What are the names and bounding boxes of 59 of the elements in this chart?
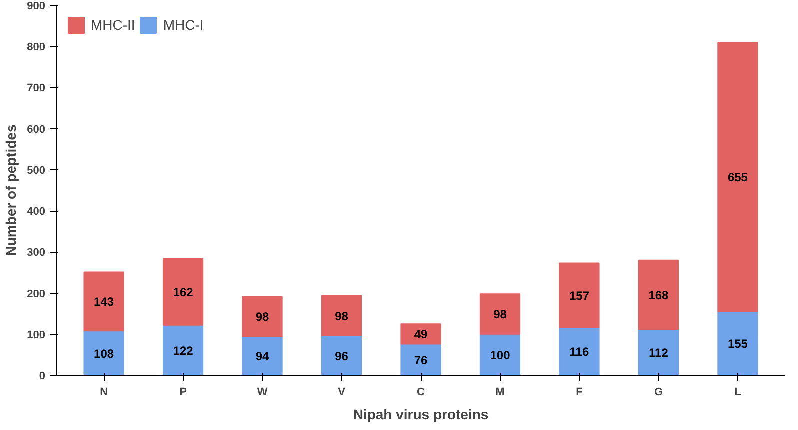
bar — [400, 344, 442, 376]
data-label: 108 — [94, 346, 114, 361]
bar — [242, 296, 283, 338]
y-tick-label: 100 — [27, 329, 46, 342]
data-label: 49 — [414, 328, 428, 342]
data-label: 98 — [335, 309, 349, 324]
y-tick-label: 500 — [27, 164, 46, 177]
y-tick-label: 700 — [27, 82, 46, 95]
data-label: 112 — [649, 346, 669, 360]
x-tick-label: V — [338, 386, 346, 398]
data-label: 655 — [728, 170, 748, 185]
x-tick-label: C — [417, 386, 426, 398]
data-label: 76 — [414, 353, 428, 368]
x-tick-label: L — [734, 386, 742, 398]
y-tick-label: 600 — [27, 124, 46, 136]
bar — [718, 311, 758, 376]
y-tick-label: 800 — [27, 42, 46, 54]
y-tick-label: 200 — [27, 288, 46, 300]
y-tick-label: 300 — [27, 247, 46, 260]
bar — [84, 272, 124, 332]
data-label: 155 — [728, 337, 748, 352]
legend-label: MHC-II — [91, 17, 136, 33]
bar — [480, 334, 521, 376]
bar — [84, 330, 124, 376]
bar — [400, 324, 442, 345]
data-label: 143 — [94, 295, 114, 310]
y-axis-title: Number of peptides — [3, 124, 20, 256]
data-label: 100 — [490, 348, 511, 362]
y-tick-label: 900 — [27, 0, 46, 12]
x-tick-label: N — [100, 386, 108, 398]
data-label: 157 — [569, 289, 590, 304]
bar — [162, 258, 204, 326]
bar — [321, 336, 362, 376]
bar — [638, 260, 680, 330]
x-tick-label: F — [576, 386, 584, 398]
legend-label: MHC-I — [163, 17, 204, 33]
data-label: 94 — [256, 350, 270, 364]
x-tick-label: M — [496, 386, 505, 398]
bar — [559, 327, 600, 376]
x-tick-label: W — [257, 386, 268, 398]
data-label: 96 — [335, 349, 349, 364]
data-label: 162 — [173, 286, 194, 300]
data-label: 98 — [494, 308, 508, 322]
bar — [321, 295, 362, 337]
y-tick-label: 0 — [39, 370, 46, 382]
data-label: 122 — [173, 344, 194, 358]
bar — [718, 42, 758, 312]
x-tick-label: P — [180, 386, 187, 398]
x-axis-title: Nipah virus proteins — [353, 406, 489, 422]
bar — [162, 324, 204, 376]
data-label: 98 — [256, 310, 270, 324]
data-label: 116 — [570, 345, 590, 360]
bar — [638, 328, 680, 376]
y-tick-label: 400 — [27, 206, 46, 218]
bar — [242, 336, 283, 376]
bar — [559, 262, 600, 328]
bar — [480, 294, 521, 335]
data-label: 168 — [648, 288, 670, 302]
x-tick-label: G — [654, 386, 663, 398]
